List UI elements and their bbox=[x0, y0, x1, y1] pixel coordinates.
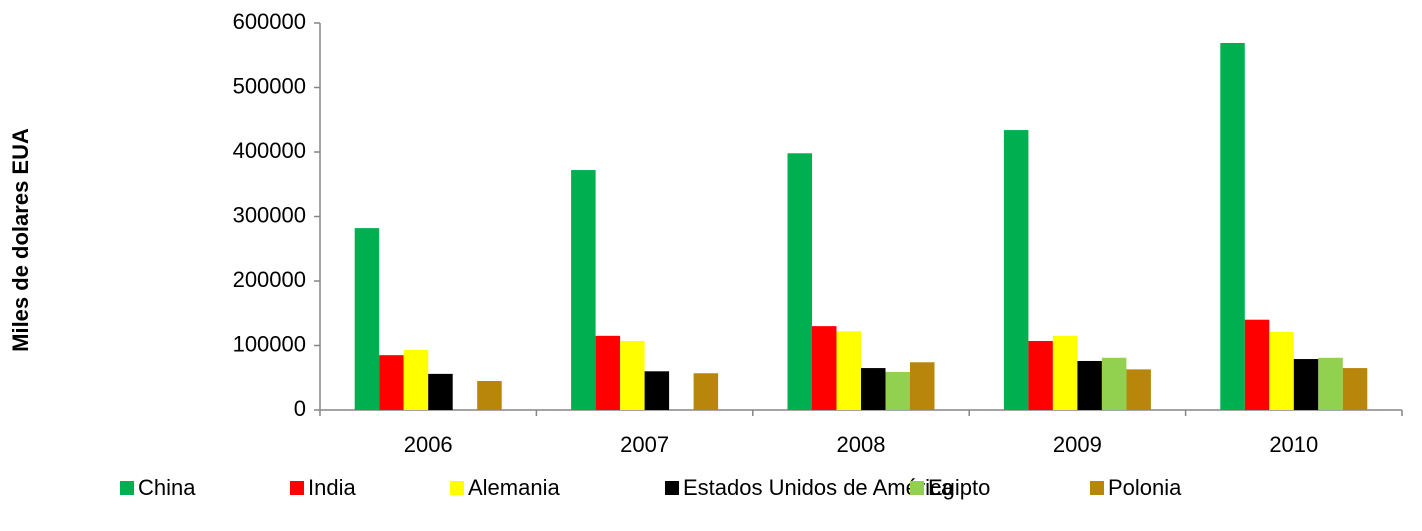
bar bbox=[861, 368, 886, 410]
bar bbox=[1101, 357, 1127, 410]
y-tick-label: 0 bbox=[294, 396, 306, 421]
bar bbox=[1077, 360, 1102, 410]
legend-label: Alemania bbox=[468, 475, 560, 500]
bar bbox=[1318, 357, 1343, 410]
bar bbox=[787, 153, 812, 411]
y-tick-label: 400000 bbox=[233, 138, 306, 163]
bar bbox=[1269, 331, 1294, 410]
legend-label: Egipto bbox=[928, 475, 990, 500]
bar bbox=[428, 373, 453, 410]
y-tick-label: 600000 bbox=[233, 9, 306, 34]
legend-label: Polonia bbox=[1108, 475, 1182, 500]
legend-label: China bbox=[138, 475, 196, 500]
bar bbox=[1052, 335, 1078, 410]
legend-label: Estados Unidos de América bbox=[683, 475, 954, 500]
y-axis-label: Miles de dolares EUA bbox=[8, 128, 33, 352]
legend-swatch bbox=[910, 481, 924, 495]
x-tick-label: 2008 bbox=[837, 432, 886, 457]
bar bbox=[910, 362, 935, 410]
bar bbox=[1003, 130, 1029, 410]
y-tick-label: 500000 bbox=[233, 73, 306, 98]
legend-swatch bbox=[120, 481, 134, 495]
bar bbox=[571, 170, 596, 410]
bar bbox=[1293, 359, 1319, 410]
x-tick-label: 2009 bbox=[1053, 432, 1102, 457]
bar bbox=[693, 373, 719, 410]
x-tick-label: 2006 bbox=[404, 432, 453, 457]
bar bbox=[595, 335, 621, 410]
y-tick-label: 100000 bbox=[233, 331, 306, 356]
bar bbox=[620, 340, 645, 410]
bar bbox=[379, 355, 404, 410]
legend-swatch bbox=[290, 481, 304, 495]
legend-swatch bbox=[450, 481, 464, 495]
y-tick-label: 200000 bbox=[233, 267, 306, 292]
y-tick-label: 300000 bbox=[233, 202, 306, 227]
bar bbox=[836, 331, 861, 410]
bar bbox=[1244, 319, 1270, 410]
bar bbox=[644, 371, 670, 410]
bar bbox=[1126, 369, 1151, 410]
bar bbox=[1028, 340, 1053, 410]
x-tick-label: 2010 bbox=[1269, 432, 1318, 457]
bar bbox=[354, 228, 380, 410]
x-tick-label: 2007 bbox=[620, 432, 669, 457]
bar bbox=[1342, 368, 1368, 410]
bar bbox=[1220, 42, 1245, 411]
bar bbox=[885, 371, 910, 410]
legend-label: India bbox=[308, 475, 356, 500]
bar bbox=[477, 380, 502, 410]
legend-swatch bbox=[1090, 481, 1104, 495]
bar bbox=[812, 326, 837, 410]
legend-swatch bbox=[665, 481, 679, 495]
bar bbox=[403, 350, 429, 410]
